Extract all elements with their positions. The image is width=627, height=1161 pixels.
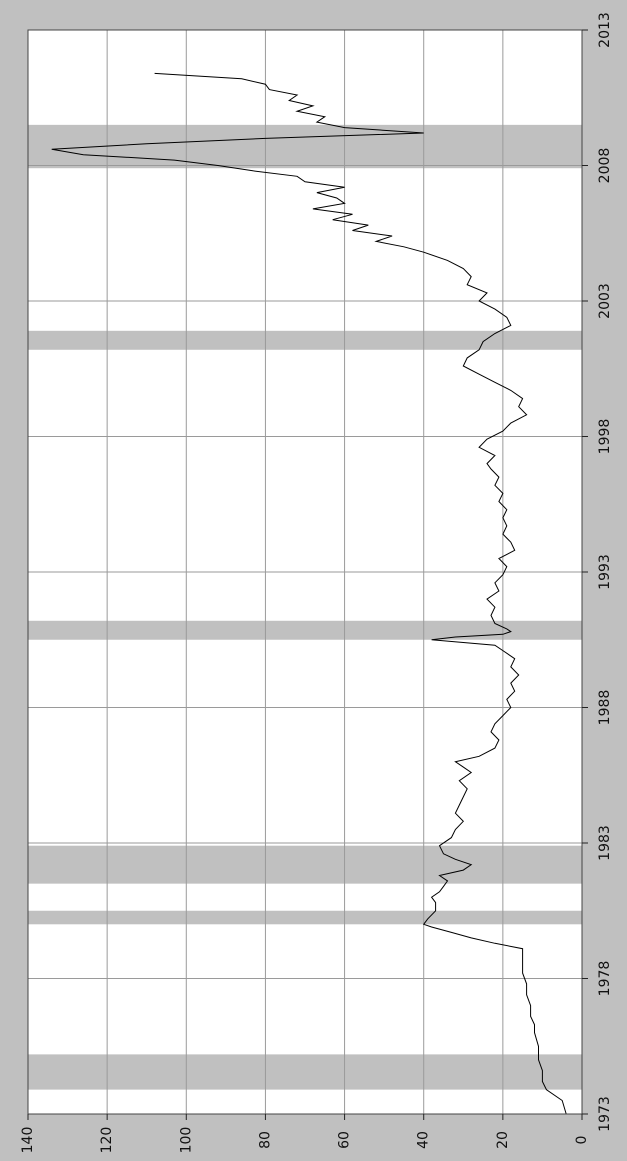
- shaded-period-4: [28, 330, 582, 350]
- shaded-period-0: [28, 1054, 582, 1090]
- data-series-line: [51, 72, 567, 1115]
- grid-lines: [28, 30, 582, 1114]
- shaded-period-3: [28, 620, 582, 640]
- y-axis-ticks: 0 20 40 60 80 100 120 140: [20, 1114, 590, 1153]
- x-axis-ticks: 1973 1978 1983 1988 1993 1998 2003 2008 2013: [582, 12, 613, 1132]
- year-tick-label-8: 2013: [597, 12, 613, 48]
- shaded-periods: [28, 124, 582, 1090]
- shaded-period-5: [28, 124, 582, 169]
- value-tick-label-5: 100: [178, 1127, 194, 1154]
- year-tick-label-2: 1983: [597, 825, 613, 861]
- value-tick-label-6: 120: [99, 1127, 115, 1154]
- value-tick-label-0: 0: [574, 1136, 590, 1145]
- year-tick-label-6: 2003: [597, 283, 613, 319]
- year-tick-label-0: 1973: [597, 1096, 613, 1132]
- value-tick-label-2: 40: [416, 1131, 432, 1149]
- value-tick-label-7: 140: [20, 1127, 36, 1154]
- value-tick-label-4: 80: [257, 1131, 273, 1149]
- year-tick-label-7: 2008: [597, 148, 613, 184]
- value-tick-label-3: 60: [337, 1131, 353, 1149]
- value-tick-label-1: 20: [495, 1131, 511, 1149]
- year-tick-label-4: 1993: [597, 554, 613, 590]
- year-tick-label-1: 1978: [597, 961, 613, 997]
- shaded-period-1: [28, 910, 582, 925]
- shaded-period-2: [28, 845, 582, 884]
- year-tick-label-3: 1988: [597, 690, 613, 726]
- series-layer: [51, 72, 567, 1115]
- year-tick-label-5: 1998: [597, 419, 613, 455]
